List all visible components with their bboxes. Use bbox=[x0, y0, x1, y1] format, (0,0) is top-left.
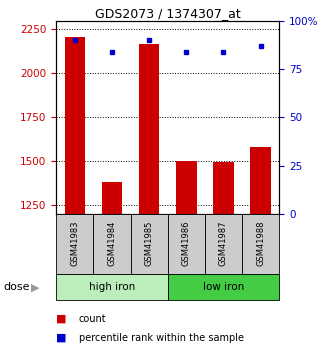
Bar bbox=[139, 45, 159, 214]
Bar bbox=[102, 182, 122, 214]
Text: count: count bbox=[79, 314, 106, 324]
Text: ■: ■ bbox=[56, 314, 67, 324]
Text: GSM41988: GSM41988 bbox=[256, 220, 265, 266]
Title: GDS2073 / 1374307_at: GDS2073 / 1374307_at bbox=[95, 7, 241, 20]
Text: ■: ■ bbox=[56, 333, 67, 343]
Text: dose: dose bbox=[3, 282, 30, 292]
Text: GSM41987: GSM41987 bbox=[219, 220, 228, 266]
Bar bbox=[56, 274, 168, 300]
Bar bbox=[250, 147, 271, 214]
Text: percentile rank within the sample: percentile rank within the sample bbox=[79, 333, 244, 343]
Bar bbox=[65, 37, 85, 214]
Text: ▶: ▶ bbox=[30, 282, 39, 292]
Bar bbox=[56, 214, 93, 274]
Text: GSM41986: GSM41986 bbox=[182, 220, 191, 266]
Bar bbox=[242, 214, 279, 274]
Bar bbox=[168, 274, 279, 300]
Text: GSM41984: GSM41984 bbox=[108, 220, 117, 266]
Bar bbox=[93, 214, 131, 274]
Bar bbox=[213, 162, 234, 214]
Text: low iron: low iron bbox=[203, 282, 244, 292]
Bar bbox=[176, 161, 196, 214]
Text: high iron: high iron bbox=[89, 282, 135, 292]
Bar bbox=[168, 214, 205, 274]
Text: GSM41983: GSM41983 bbox=[70, 220, 79, 266]
Bar bbox=[131, 214, 168, 274]
Text: GSM41985: GSM41985 bbox=[145, 220, 154, 266]
Bar bbox=[205, 214, 242, 274]
